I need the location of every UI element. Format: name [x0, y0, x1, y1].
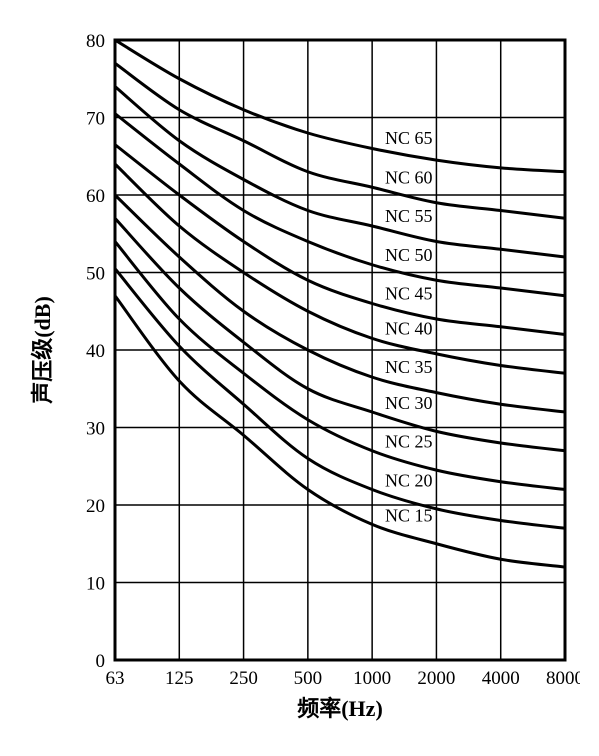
x-tick-label: 500 [294, 668, 323, 689]
x-tick-label: 250 [229, 668, 257, 689]
curve-label-nc55: NC 55 [385, 206, 433, 226]
x-tick-label: 125 [165, 668, 194, 689]
curve-label-nc25: NC 25 [385, 432, 433, 452]
curve-label-nc65: NC 65 [385, 128, 433, 148]
curve-nc65 [115, 40, 565, 172]
x-tick-label: 63 [106, 668, 125, 689]
y-tick-label: 50 [86, 264, 105, 285]
y-tick-label: 60 [86, 186, 105, 207]
x-tick-label: 2000 [417, 668, 455, 689]
curve-label-nc40: NC 40 [385, 318, 433, 338]
nc-curves-chart: 0 10 20 30 40 50 60 70 80 63 125 250 500 1000 2000 4000… [20, 20, 580, 736]
curve-nc20 [115, 269, 565, 529]
curve-label-nc15: NC 15 [385, 505, 433, 525]
y-tick-label: 70 [86, 109, 105, 130]
curve-label-nc60: NC 60 [385, 167, 433, 187]
curve-label-nc35: NC 35 [385, 357, 433, 377]
y-tick-label: 20 [86, 496, 105, 517]
chart-svg: 0 10 20 30 40 50 60 70 80 63 125 250 500 1000 2000 4000… [20, 20, 580, 736]
x-tick-label: 1000 [353, 668, 391, 689]
curve-label-nc30: NC 30 [385, 393, 433, 413]
y-axis-label: 声压级(dB) [30, 296, 55, 405]
curve-label-nc20: NC 20 [385, 470, 433, 490]
y-tick-label: 80 [86, 31, 105, 52]
curve-label-nc50: NC 50 [385, 245, 433, 265]
curve-nc15 [115, 296, 565, 567]
y-tick-label: 30 [86, 419, 105, 440]
x-axis-label: 频率(Hz) [297, 696, 383, 721]
y-tick-label: 40 [86, 341, 105, 362]
curve-nc45 [115, 145, 565, 335]
y-tick-label: 10 [86, 574, 105, 595]
curve-label-nc45: NC 45 [385, 284, 433, 304]
y-tick-label: 0 [96, 651, 106, 672]
x-tick-label: 8000 [546, 668, 580, 689]
x-tick-label: 4000 [482, 668, 520, 689]
